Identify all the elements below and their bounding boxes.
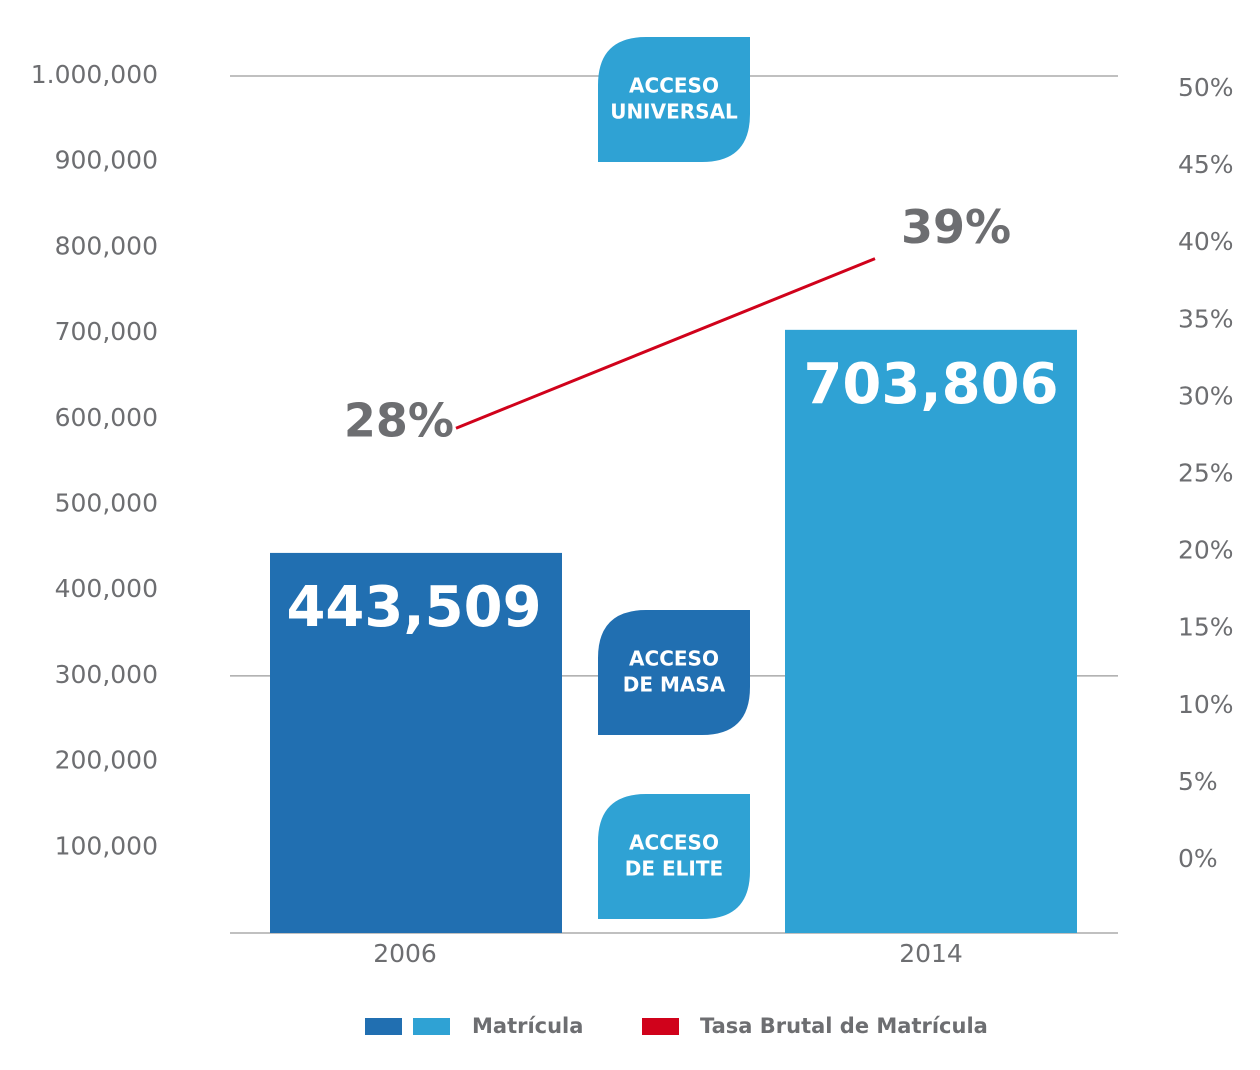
y-tick-label: 600,000	[55, 403, 158, 432]
y2-tick-label: 25%	[1178, 459, 1234, 488]
y-tick-label: 1.000,000	[31, 60, 158, 89]
y2-tick-label: 30%	[1178, 381, 1234, 410]
y-tick-label: 900,000	[55, 146, 158, 175]
y-tick-label: 100,000	[55, 831, 158, 860]
badge-label: ACCESO UNIVERSAL	[610, 73, 738, 123]
y2-tick-label: 5%	[1178, 767, 1218, 796]
line	[455, 257, 876, 430]
bar-value-label: 703,806	[803, 352, 1058, 417]
bar	[270, 552, 562, 933]
y-tick-label: 800,000	[55, 231, 158, 260]
y-tick-label: 400,000	[55, 574, 158, 603]
badge-line: ACCESO	[629, 73, 719, 97]
legend-swatch	[642, 1018, 679, 1035]
badge	[598, 37, 750, 162]
badge-label: ACCESO DE ELITE	[625, 830, 723, 880]
badge-line: UNIVERSAL	[610, 99, 738, 123]
x-tick-label: 2006	[373, 939, 437, 968]
line-value-label: 39%	[901, 200, 1011, 254]
y-tick-label: 700,000	[55, 317, 158, 346]
x-tick-label: 2014	[899, 939, 963, 968]
y2-tick-label: 15%	[1178, 613, 1234, 642]
line-value-label: 28%	[344, 394, 454, 448]
legend-label: Tasa Brutal de Matrícula	[700, 1014, 988, 1038]
y2-tick-label: 20%	[1178, 536, 1234, 565]
y-tick-label: 500,000	[55, 489, 158, 518]
bar-value-label: 443,509	[286, 575, 541, 640]
badge-line: DE MASA	[623, 672, 726, 696]
y-tick-label: 300,000	[55, 660, 158, 689]
badge	[598, 610, 750, 735]
legend-swatch	[365, 1018, 402, 1035]
bar	[785, 329, 1077, 933]
y-tick-label: 200,000	[55, 746, 158, 775]
badge-line: DE ELITE	[625, 856, 723, 880]
badge	[598, 794, 750, 919]
y2-tick-label: 45%	[1178, 150, 1234, 179]
badge-line: ACCESO	[629, 830, 719, 854]
y2-tick-label: 40%	[1178, 227, 1234, 256]
badge-line: ACCESO	[629, 646, 719, 670]
y2-tick-label: 0%	[1178, 844, 1218, 873]
badge-label: ACCESO DE MASA	[623, 646, 726, 696]
y2-tick-label: 50%	[1178, 73, 1234, 102]
y2-tick-label: 10%	[1178, 690, 1234, 719]
legend-swatch	[413, 1018, 450, 1035]
y2-tick-label: 35%	[1178, 304, 1234, 333]
legend-label: Matrícula	[472, 1014, 583, 1038]
